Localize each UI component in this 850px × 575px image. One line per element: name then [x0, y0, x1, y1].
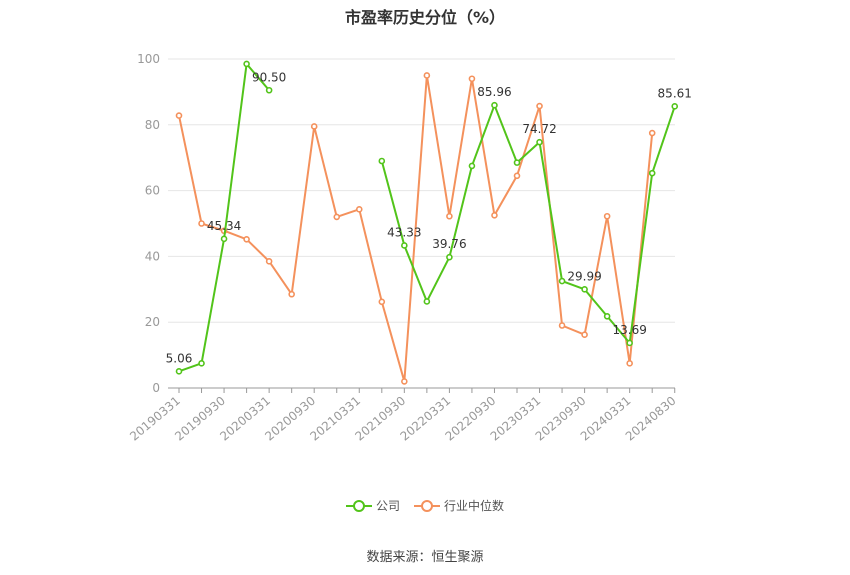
- data-point: [648, 129, 656, 137]
- legend-marker-company: [345, 499, 372, 512]
- data-label: 5.06: [166, 351, 193, 365]
- data-point: [265, 258, 273, 265]
- data-point: [468, 75, 476, 83]
- data-point: [423, 298, 431, 305]
- data-point: [310, 123, 318, 130]
- data-point: [401, 242, 408, 249]
- data-label: 29.99: [567, 269, 601, 283]
- data-point: [536, 102, 543, 110]
- data-label: 45.34: [207, 219, 241, 233]
- legend-item-industry[interactable]: 行业中位数: [414, 497, 504, 514]
- data-point: [423, 72, 431, 79]
- data-source: 数据来源：恒生聚源: [366, 550, 484, 565]
- y-tick-label: 20: [145, 315, 160, 329]
- series-line: [380, 104, 676, 344]
- data-point: [288, 290, 295, 298]
- data-label: 74.72: [522, 122, 556, 136]
- data-point: [198, 360, 205, 367]
- data-point: [446, 253, 453, 261]
- data-point: [491, 211, 498, 219]
- data-label: 85.61: [658, 86, 692, 100]
- data-point: [378, 298, 386, 306]
- data-label: 43.33: [387, 225, 421, 239]
- data-point: [536, 138, 543, 146]
- data-point: [513, 172, 521, 180]
- series-layer: [175, 60, 679, 385]
- data-point: [603, 312, 611, 320]
- series-line: [178, 62, 270, 373]
- data-point: [491, 101, 498, 109]
- x-tick-label: 20240830: [623, 394, 679, 444]
- legend-marker-industry: [414, 499, 440, 512]
- data-point: [626, 339, 633, 347]
- data-point: [175, 112, 183, 119]
- data-point: [603, 212, 611, 220]
- data-point: [626, 360, 633, 367]
- x-axis: 2019033120190930202003312020093020210331…: [127, 387, 679, 444]
- data-point: [265, 86, 273, 94]
- data-point: [243, 60, 250, 68]
- data-label: 39.76: [432, 237, 466, 251]
- legend: 公司 行业中位数: [0, 497, 850, 514]
- data-point: [220, 235, 228, 243]
- data-point: [446, 212, 453, 220]
- data-label: 90.50: [252, 70, 286, 84]
- data-point: [581, 331, 588, 339]
- y-tick-label: 0: [152, 381, 160, 395]
- y-axis-ticks: 0 20 40 60 80 100: [137, 52, 160, 395]
- data-point: [671, 103, 679, 110]
- data-point: [648, 169, 656, 177]
- y-tick-label: 60: [145, 184, 160, 198]
- grid-lines: [168, 58, 675, 323]
- data-point: [558, 277, 566, 285]
- data-point: [175, 368, 183, 375]
- y-tick-label: 80: [145, 118, 160, 132]
- data-point: [243, 235, 250, 243]
- chart-title: 市盈率历史分位（%）: [344, 8, 506, 27]
- data-point: [513, 159, 521, 166]
- legend-label-company: 公司: [375, 499, 400, 513]
- data-point: [581, 286, 588, 293]
- series-line: [178, 74, 654, 383]
- data-point: [355, 206, 363, 213]
- legend-label-industry: 行业中位数: [444, 499, 505, 513]
- data-labels: 5.06 45.34 90.50 43.33 39.76 85.96 74.72 29.99 1…: [166, 70, 692, 365]
- data-point: [558, 322, 566, 329]
- data-point: [401, 378, 408, 385]
- data-point: [468, 162, 476, 170]
- data-label: 85.96: [477, 85, 511, 99]
- data-point: [198, 220, 205, 227]
- data-point: [378, 157, 386, 165]
- data-label: 13.69: [612, 323, 646, 337]
- y-tick-label: 100: [137, 52, 160, 66]
- data-point: [333, 213, 341, 221]
- legend-item-company[interactable]: 公司: [345, 497, 400, 514]
- y-tick-label: 40: [145, 249, 160, 263]
